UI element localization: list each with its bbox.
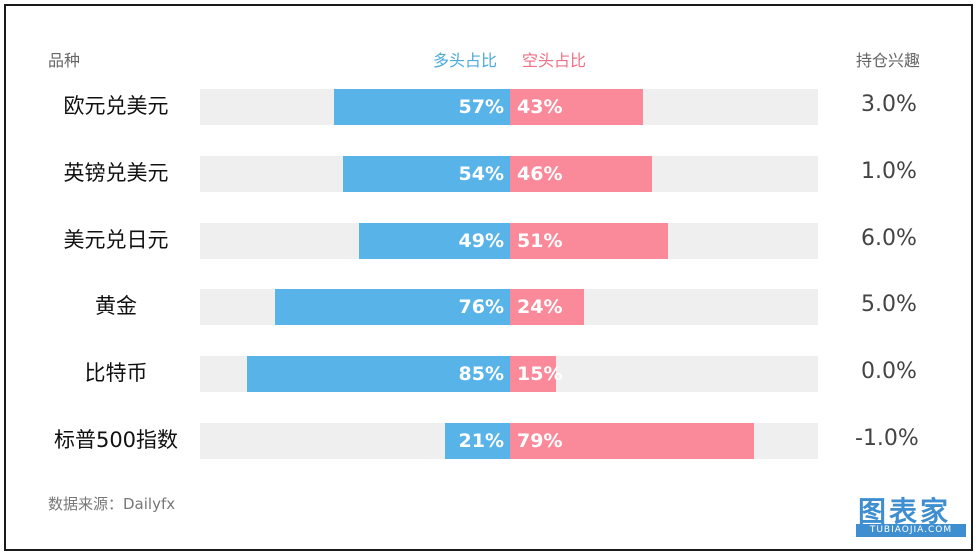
short-ratio-bar [510, 89, 643, 125]
category-label: 英镑兑美元 [63, 161, 169, 185]
long-ratio-label: 21% [458, 430, 504, 452]
data-source-note: 数据来源：Dailyfx [48, 495, 176, 513]
long-ratio-label: 85% [458, 363, 504, 385]
chart-frame: 品种 多头占比 空头占比 持仓兴趣 欧元兑美元 57% 43% 3.0% 英镑兑美元 54… [4, 4, 973, 551]
long-ratio-bar [445, 423, 510, 459]
short-ratio-label: 79% [517, 430, 563, 452]
long-ratio-bar [333, 89, 510, 125]
short-ratio-label: 15% [517, 363, 563, 385]
long-ratio-bar [358, 223, 510, 259]
short-ratio-header: 空头占比 [522, 51, 587, 70]
category-label: 黄金 [95, 294, 137, 318]
open-interest-value: 3.0% [861, 92, 917, 117]
category-label: 欧元兑美元 [63, 94, 169, 118]
category-column-header: 品种 [48, 51, 81, 70]
long-ratio-label: 76% [458, 296, 504, 318]
long-ratio-header: 多头占比 [433, 51, 498, 70]
long-ratio-bar [275, 289, 510, 325]
long-ratio-label: 57% [458, 96, 504, 118]
logo-text: 图表家 [858, 495, 952, 528]
long-ratio-bar [247, 356, 510, 392]
open-interest-value: -1.0% [855, 426, 919, 451]
short-ratio-label: 43% [517, 96, 563, 118]
open-interest-value: 6.0% [861, 226, 917, 251]
long-ratio-label: 54% [458, 163, 504, 185]
open-interest-header: 持仓兴趣 [856, 51, 921, 70]
short-ratio-bar [510, 223, 668, 259]
category-label: 标普500指数 [53, 428, 179, 452]
open-interest-value: 5.0% [861, 292, 917, 317]
short-ratio-bar [510, 156, 653, 192]
open-interest-value: 0.0% [861, 359, 917, 384]
category-label: 比特币 [84, 361, 148, 385]
category-label: 美元兑日元 [63, 228, 169, 252]
short-ratio-bar [510, 356, 557, 392]
short-ratio-bar [510, 289, 585, 325]
tubiaojia-logo: 图表家 TUBIAOJIA.COM [852, 490, 970, 538]
short-ratio-label: 46% [517, 163, 563, 185]
long-ratio-label: 49% [458, 230, 504, 252]
short-ratio-bar [510, 423, 755, 459]
logo-subtext: TUBIAOJIA.COM [856, 524, 966, 537]
open-interest-value: 1.0% [861, 159, 917, 184]
long-ratio-bar [343, 156, 510, 192]
short-ratio-label: 51% [517, 230, 563, 252]
short-ratio-label: 24% [517, 296, 563, 318]
